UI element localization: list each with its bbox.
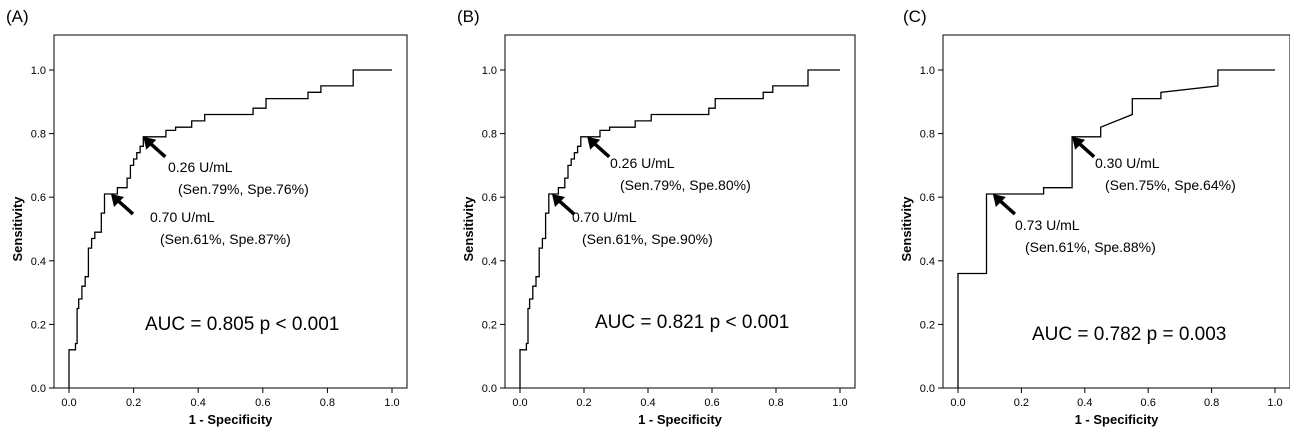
y-tick-label: 0.8 bbox=[482, 129, 497, 141]
plot-frame bbox=[942, 34, 1290, 389]
x-tick-label: 0.4 bbox=[191, 397, 206, 409]
y-tick-label: 1.0 bbox=[31, 65, 46, 77]
cutoff-arrow bbox=[1072, 136, 1096, 159]
panel-label: (C) bbox=[903, 7, 927, 26]
y-tick-label: 0.0 bbox=[482, 383, 497, 395]
y-tick-label: 0.4 bbox=[482, 256, 497, 268]
x-tick-label: 0.2 bbox=[576, 397, 591, 409]
cutoff-arrow-head bbox=[992, 194, 1006, 208]
y-tick-label: 0.8 bbox=[920, 129, 935, 141]
cutoff-value: 0.70 U/mL bbox=[150, 209, 215, 225]
y-tick-label: 0.4 bbox=[31, 256, 46, 268]
cutoff-value: 0.73 U/mL bbox=[1015, 217, 1080, 233]
x-axis-title: 1 - Specificity bbox=[189, 412, 274, 427]
panel-label: (B) bbox=[457, 7, 480, 26]
y-tick-label: 0.2 bbox=[920, 319, 935, 331]
x-tick-label: 0.2 bbox=[1014, 397, 1029, 409]
y-axis-title: Sensitivity bbox=[10, 196, 25, 262]
x-tick-label: 0.0 bbox=[512, 397, 527, 409]
x-tick-label: 0.6 bbox=[704, 397, 719, 409]
y-tick-label: 0.6 bbox=[920, 192, 935, 204]
roc-curve bbox=[519, 69, 840, 388]
auc-p-value: AUC = 0.782 p = 0.003 bbox=[1032, 324, 1226, 345]
x-tick-label: 1.0 bbox=[384, 397, 399, 409]
x-tick-label: 0.8 bbox=[768, 397, 783, 409]
cutoff-value: 0.26 U/mL bbox=[610, 155, 675, 171]
x-tick-label: 0.0 bbox=[950, 397, 965, 409]
cutoff-arrow bbox=[110, 194, 135, 216]
y-tick-label: 0.4 bbox=[920, 256, 935, 268]
x-tick-label: 0.0 bbox=[61, 397, 76, 409]
y-tick-label: 0.2 bbox=[31, 319, 46, 331]
roc-panel-1: (A) 0.0 0.2 0.4 0.6 0.8 1.0 0.0 0.2 0.4 0.6 0.8 1.0 1… bbox=[6, 7, 408, 427]
roc-curve bbox=[957, 69, 1275, 388]
x-axis-title: 1 - Specificity bbox=[1075, 412, 1160, 427]
y-axis-title: Sensitivity bbox=[899, 196, 914, 262]
y-tick-label: 0.0 bbox=[31, 383, 46, 395]
x-tick-label: 0.6 bbox=[255, 397, 270, 409]
y-axis-title: Sensitivity bbox=[461, 196, 476, 262]
x-tick-label: 1.0 bbox=[1267, 397, 1282, 409]
roc-curve bbox=[68, 69, 392, 388]
roc-panel-2: (B) 0.0 0.2 0.4 0.6 0.8 1.0 0.0 0.2 0.4 0.6 0.8 1.0 1… bbox=[457, 7, 856, 427]
y-tick-label: 0.0 bbox=[920, 383, 935, 395]
x-tick-label: 0.2 bbox=[126, 397, 141, 409]
x-tick-label: 1.0 bbox=[832, 397, 847, 409]
cutoff-arrow-head bbox=[143, 136, 157, 150]
x-tick-label: 0.8 bbox=[320, 397, 335, 409]
x-tick-label: 0.6 bbox=[1141, 397, 1156, 409]
cutoff-value: 0.70 U/mL bbox=[572, 209, 637, 225]
cutoff-arrow bbox=[587, 136, 611, 159]
cutoff-arrow bbox=[992, 194, 1017, 216]
x-tick-label: 0.4 bbox=[640, 397, 655, 409]
cutoff-sen-spe: (Sen.75%, Spe.64%) bbox=[1105, 177, 1236, 193]
auc-p-value: AUC = 0.805 p < 0.001 bbox=[145, 314, 339, 335]
cutoff-arrow-head bbox=[1072, 136, 1086, 150]
roc-panel-3: (C) 0.0 0.2 0.4 0.6 0.8 1.0 0.0 0.2 0.4 0.6 0.8 1.0 1… bbox=[899, 7, 1290, 427]
cutoff-arrow-head bbox=[587, 136, 601, 150]
cutoff-sen-spe: (Sen.61%, Spe.90%) bbox=[582, 231, 713, 247]
cutoff-arrow bbox=[143, 136, 167, 159]
cutoff-value: 0.30 U/mL bbox=[1095, 155, 1160, 171]
y-tick-label: 0.6 bbox=[31, 192, 46, 204]
cutoff-arrow bbox=[552, 194, 576, 216]
cutoff-value: 0.26 U/mL bbox=[168, 159, 233, 175]
x-tick-label: 0.4 bbox=[1077, 397, 1092, 409]
plot-frame bbox=[53, 34, 408, 389]
panel-label: (A) bbox=[6, 7, 29, 26]
y-tick-label: 1.0 bbox=[920, 65, 935, 77]
cutoff-sen-spe: (Sen.79%, Spe.76%) bbox=[178, 181, 309, 197]
y-tick-label: 0.2 bbox=[482, 319, 497, 331]
cutoff-sen-spe: (Sen.61%, Spe.88%) bbox=[1025, 239, 1156, 255]
auc-p-value: AUC = 0.821 p < 0.001 bbox=[595, 312, 789, 333]
cutoff-arrow-head bbox=[110, 194, 124, 208]
y-tick-label: 0.8 bbox=[31, 129, 46, 141]
y-tick-label: 1.0 bbox=[482, 65, 497, 77]
y-tick-label: 0.6 bbox=[482, 192, 497, 204]
cutoff-sen-spe: (Sen.79%, Spe.80%) bbox=[620, 177, 751, 193]
x-axis-title: 1 - Specificity bbox=[638, 412, 723, 427]
cutoff-sen-spe: (Sen.61%, Spe.87%) bbox=[160, 231, 291, 247]
plot-frame bbox=[504, 34, 856, 389]
cutoff-arrow-head bbox=[552, 194, 565, 208]
x-tick-label: 0.8 bbox=[1204, 397, 1219, 409]
